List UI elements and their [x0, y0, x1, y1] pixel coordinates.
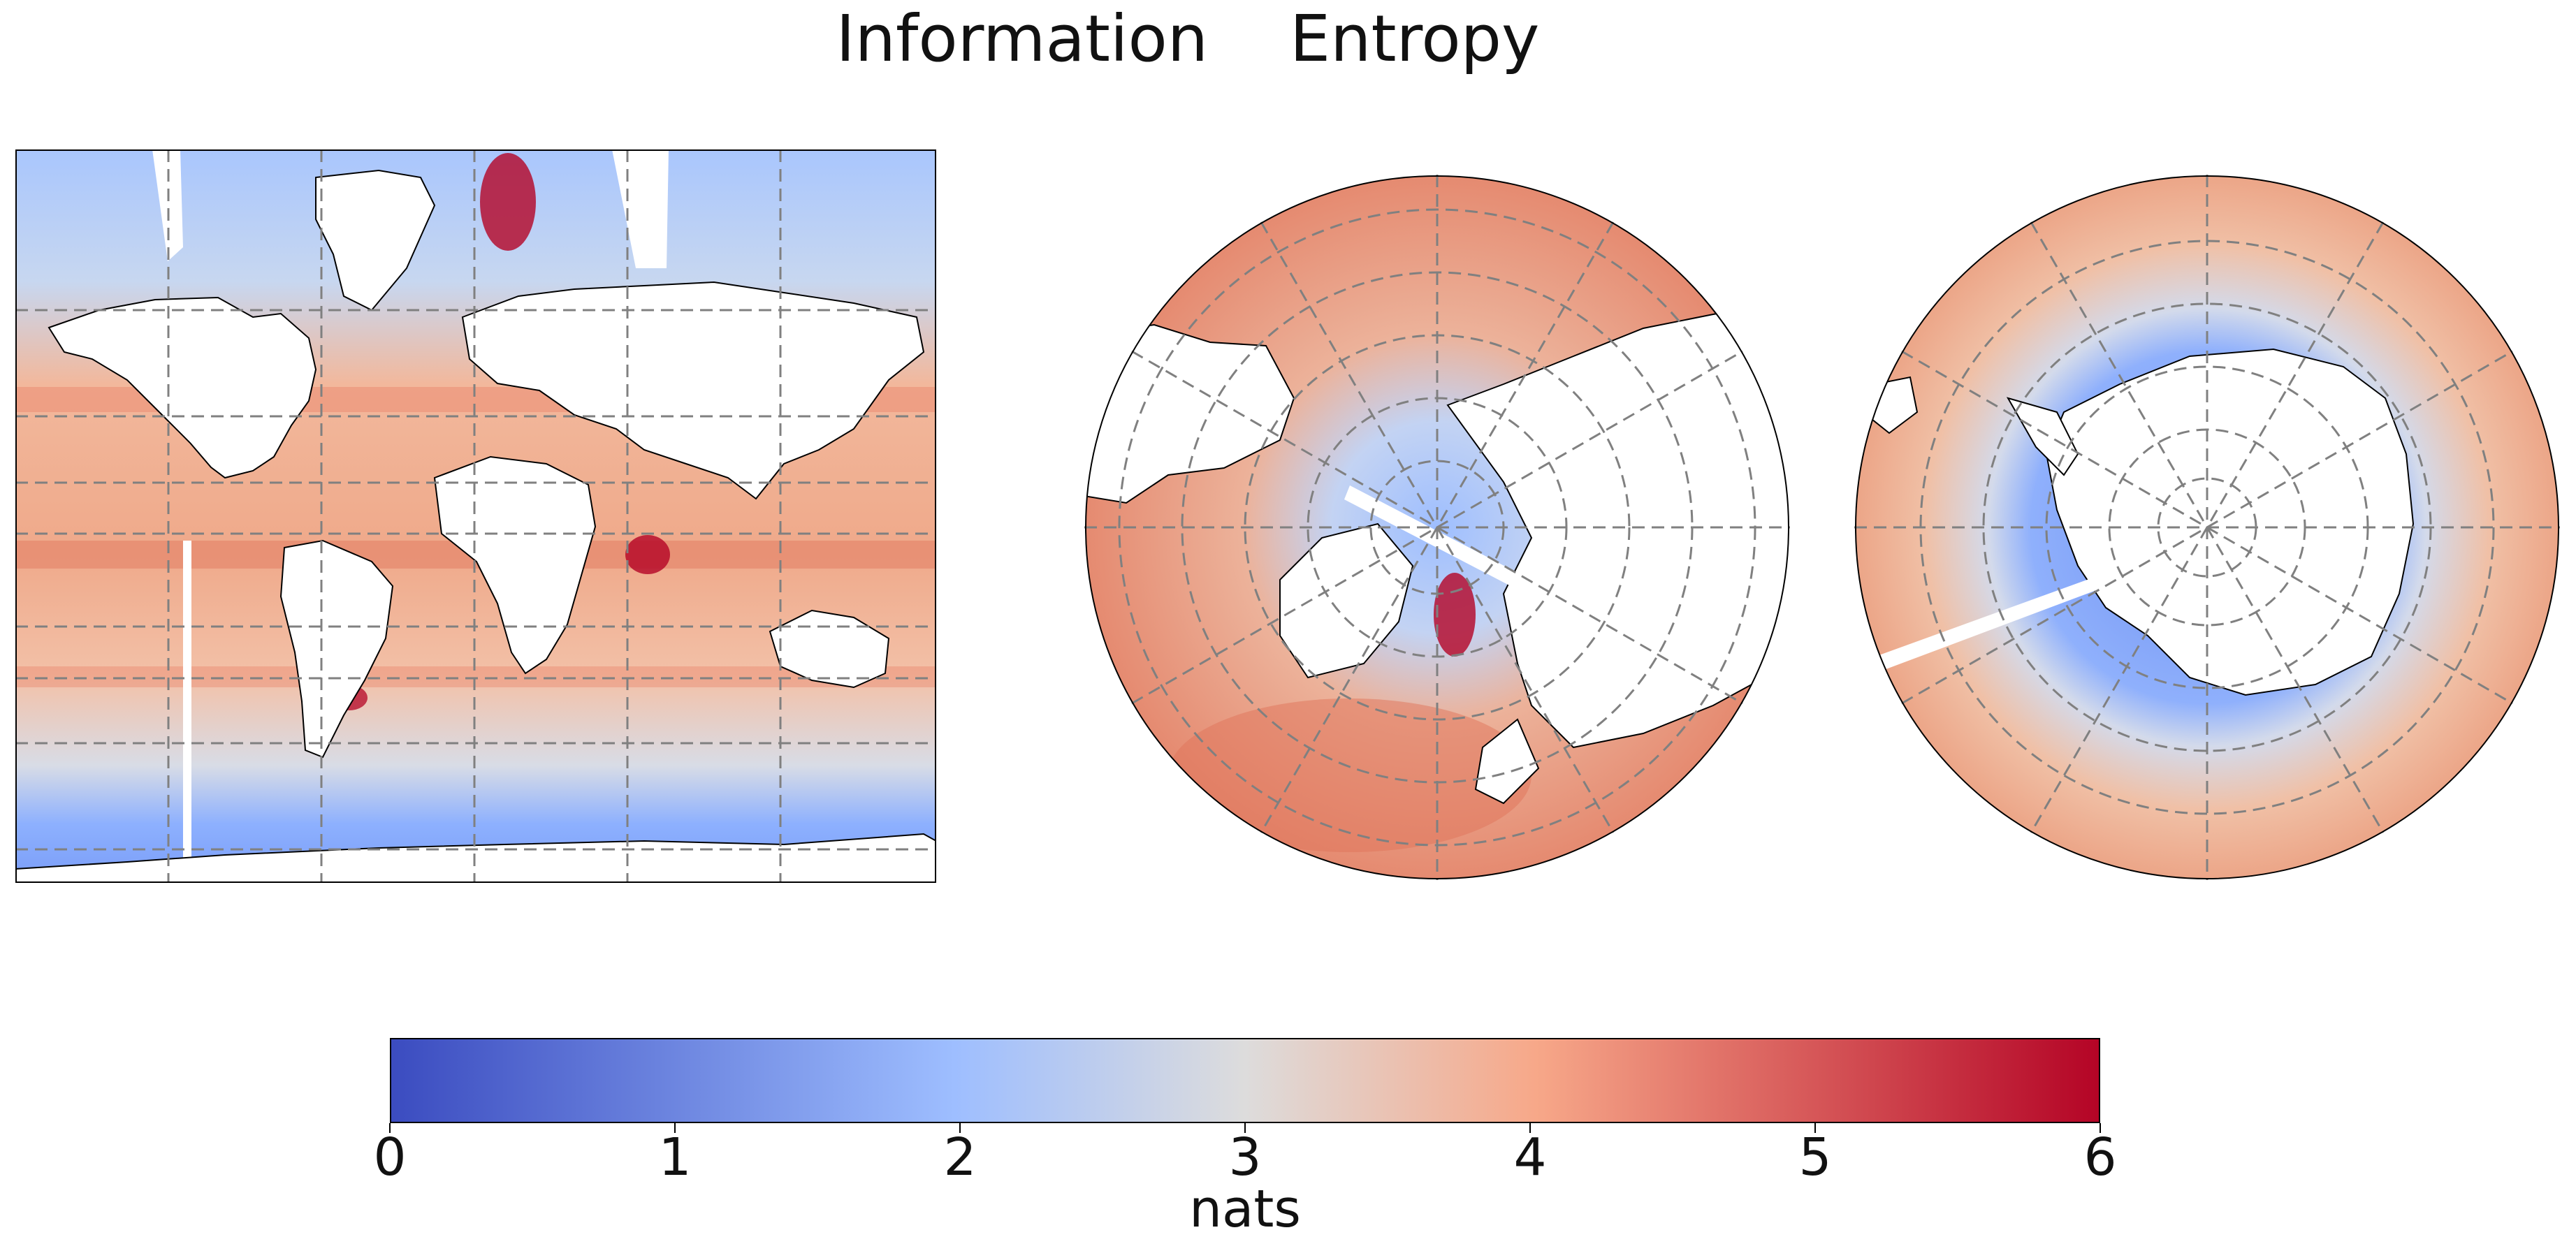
north-polar-map [1084, 175, 1790, 880]
colorbar-tick-label: 1 [658, 1127, 692, 1187]
gridlines [1084, 175, 1790, 880]
antarctic-peninsula [2006, 397, 2079, 476]
data-gap [612, 149, 669, 268]
hotspot-norwegian-sea [1434, 573, 1476, 657]
colorbar-tick [959, 1123, 961, 1133]
gridlines [15, 149, 936, 883]
colorbar-tick [1529, 1123, 1531, 1133]
figure-title: Information Entropy [836, 1, 1540, 76]
colorbar-tick-label: 6 [2083, 1127, 2117, 1187]
colorbar-tick [389, 1123, 391, 1133]
hotspot-arabian-sea [625, 535, 670, 574]
antarctica-landmass [2045, 348, 2415, 696]
north-america [48, 296, 317, 479]
colorbar [390, 1038, 2100, 1123]
north-america-landmass [1086, 323, 1295, 504]
greenland [315, 169, 436, 312]
australia [769, 609, 890, 689]
south-america [279, 539, 394, 759]
scandinavia-landmass [1474, 718, 1540, 805]
data-gap [1344, 485, 1518, 587]
colorbar-tick-label: 2 [943, 1127, 977, 1187]
gridlines [1854, 175, 2560, 880]
eurasia-landmass [1446, 299, 1789, 749]
hotspot-north-atlantic [480, 153, 536, 251]
colorbar-tick [1814, 1123, 1816, 1133]
colorbar-tick-label: 4 [1513, 1127, 1547, 1187]
mercator-map [15, 149, 936, 883]
eurasia [461, 281, 925, 500]
colorbar-tick [1244, 1123, 1246, 1133]
colorbar-tick-label: 3 [1228, 1127, 1262, 1187]
colorbar-tick-label: 5 [1798, 1127, 1832, 1187]
antarctica [15, 833, 936, 883]
colorbar-tick-label: 0 [373, 1127, 407, 1187]
data-gap [152, 149, 183, 261]
south-polar-map [1854, 175, 2560, 880]
warm-region-atlantic [1168, 698, 1531, 852]
colorbar-tick [674, 1123, 676, 1133]
colorbar-tick [2100, 1123, 2101, 1133]
colorbar-label: nats [1189, 1179, 1301, 1239]
data-gap [183, 541, 191, 883]
